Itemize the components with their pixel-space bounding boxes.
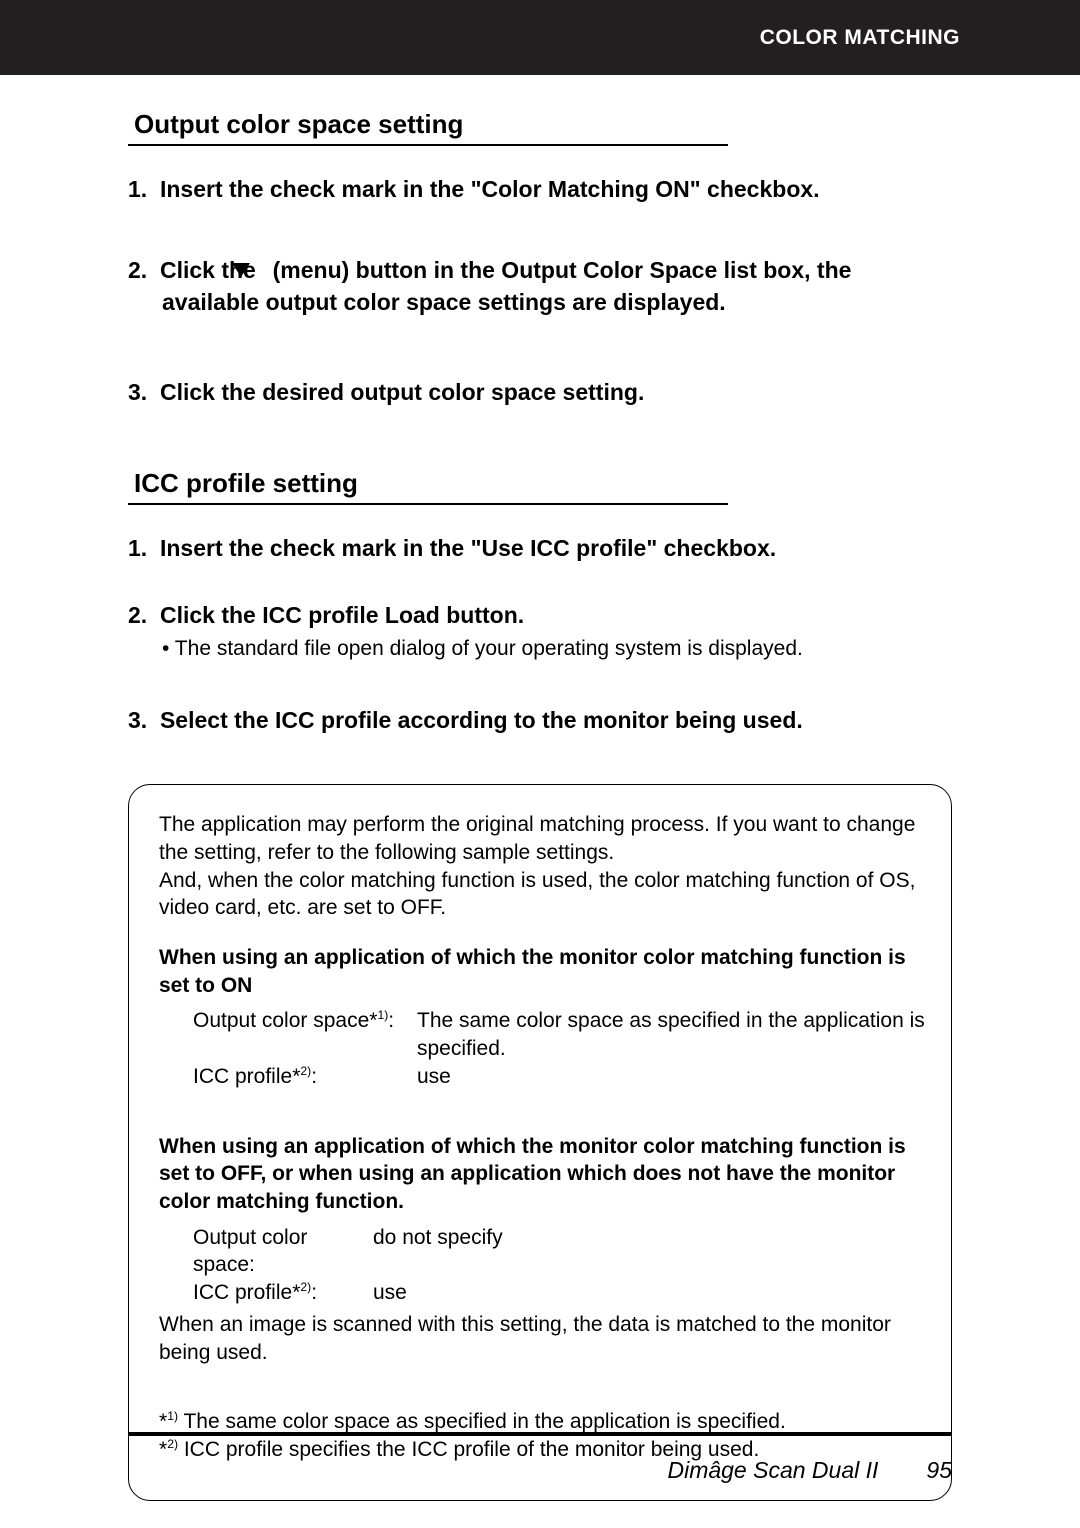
label-sup: 1) (377, 1008, 388, 1022)
case1-table: Output color space*1): The same color sp… (193, 1007, 929, 1090)
step-3-output: 3. Click the desired output color space … (128, 377, 952, 408)
case2-row-2: ICC profile*2): use (193, 1279, 929, 1307)
step-number: 2. (128, 257, 147, 283)
case1-row-2: ICC profile*2): use (193, 1063, 929, 1091)
content: Output color space setting 1. Insert the… (0, 109, 1080, 1501)
label-post: : (388, 1009, 394, 1032)
info-intro: The application may perform the original… (159, 811, 929, 922)
step-text: Click the desired output color space set… (160, 379, 644, 405)
label-sup: 2) (300, 1064, 311, 1078)
case2-row1-value: do not specify (373, 1224, 929, 1252)
step-2-icc: 2. Click the ICC profile Load button. • … (128, 600, 952, 663)
step-list-output-color-space: 1. Insert the check mark in the "Color M… (128, 174, 952, 408)
info-intro-2: And, when the color matching function is… (159, 869, 915, 920)
case1-row1-label: Output color space*1): (193, 1007, 417, 1035)
step-1-output: 1. Insert the check mark in the "Color M… (128, 174, 952, 205)
label-pre: ICC profile* (193, 1065, 300, 1088)
label-post: : (311, 1065, 317, 1088)
step-2-output: 2. Click the (menu) button in the Output… (128, 255, 952, 318)
info-box: The application may perform the original… (128, 784, 952, 1501)
case2-table: Output color space: do not specify ICC p… (193, 1224, 929, 1307)
case1-row1-value: The same color space as specified in the… (417, 1007, 929, 1062)
footnote-sup: 2) (167, 1437, 178, 1451)
footer-rule (128, 1432, 952, 1436)
label-pre: Output color space* (193, 1009, 377, 1032)
step-number: 1. (128, 535, 147, 561)
page: COLOR MATCHING Output color space settin… (0, 0, 1080, 1528)
case1-row-1: Output color space*1): The same color sp… (193, 1007, 929, 1062)
label-sup: 2) (300, 1280, 311, 1294)
case2-row2-label: ICC profile*2): (193, 1279, 373, 1307)
case1-heading: When using an application of which the m… (159, 944, 929, 999)
header-band: COLOR MATCHING (0, 0, 1080, 75)
step-text: Click the ICC profile Load button. (160, 602, 524, 628)
step-number: 3. (128, 707, 147, 733)
footnotes: *1) The same color space as specified in… (159, 1408, 929, 1463)
footnote-text: The same color space as specified in the… (178, 1410, 786, 1433)
step-text-after: (menu) button in the Output Color Space … (162, 257, 851, 315)
footer: Dimâge Scan Dual II 95 (667, 1457, 952, 1484)
step-list-icc-profile: 1. Insert the check mark in the "Use ICC… (128, 533, 952, 736)
case2-note: When an image is scanned with this setti… (159, 1311, 929, 1366)
case2-heading: When using an application of which the m… (159, 1133, 929, 1216)
section-heading-output-color-space: Output color space setting (128, 109, 728, 146)
footer-product: Dimâge Scan Dual II (667, 1457, 878, 1483)
case1-row2-label: ICC profile*2): (193, 1063, 417, 1091)
footer-page-number: 95 (926, 1457, 952, 1483)
step-sub: • The standard file open dialog of your … (162, 635, 952, 663)
case2-row1-label: Output color space: (193, 1224, 373, 1279)
label-pre: ICC profile* (193, 1281, 300, 1304)
header-title: COLOR MATCHING (760, 26, 960, 50)
step-1-icc: 1. Insert the check mark in the "Use ICC… (128, 533, 952, 564)
step-3-icc: 3. Select the ICC profile according to t… (128, 705, 952, 736)
step-text: Insert the check mark in the "Use ICC pr… (160, 535, 776, 561)
step-number: 3. (128, 379, 147, 405)
section-heading-icc-profile: ICC profile setting (128, 468, 728, 505)
label-post: : (311, 1281, 317, 1304)
info-intro-1: The application may perform the original… (159, 813, 915, 864)
step-number: 2. (128, 602, 147, 628)
step-number: 1. (128, 176, 147, 202)
step-text: Select the ICC profile according to the … (160, 707, 803, 733)
case1-row2-value: use (417, 1063, 929, 1091)
footnote-sup: 1) (167, 1409, 178, 1423)
step-text: Insert the check mark in the "Color Matc… (160, 176, 820, 202)
case2-row2-value: use (373, 1279, 929, 1307)
case2-row-1: Output color space: do not specify (193, 1224, 929, 1279)
